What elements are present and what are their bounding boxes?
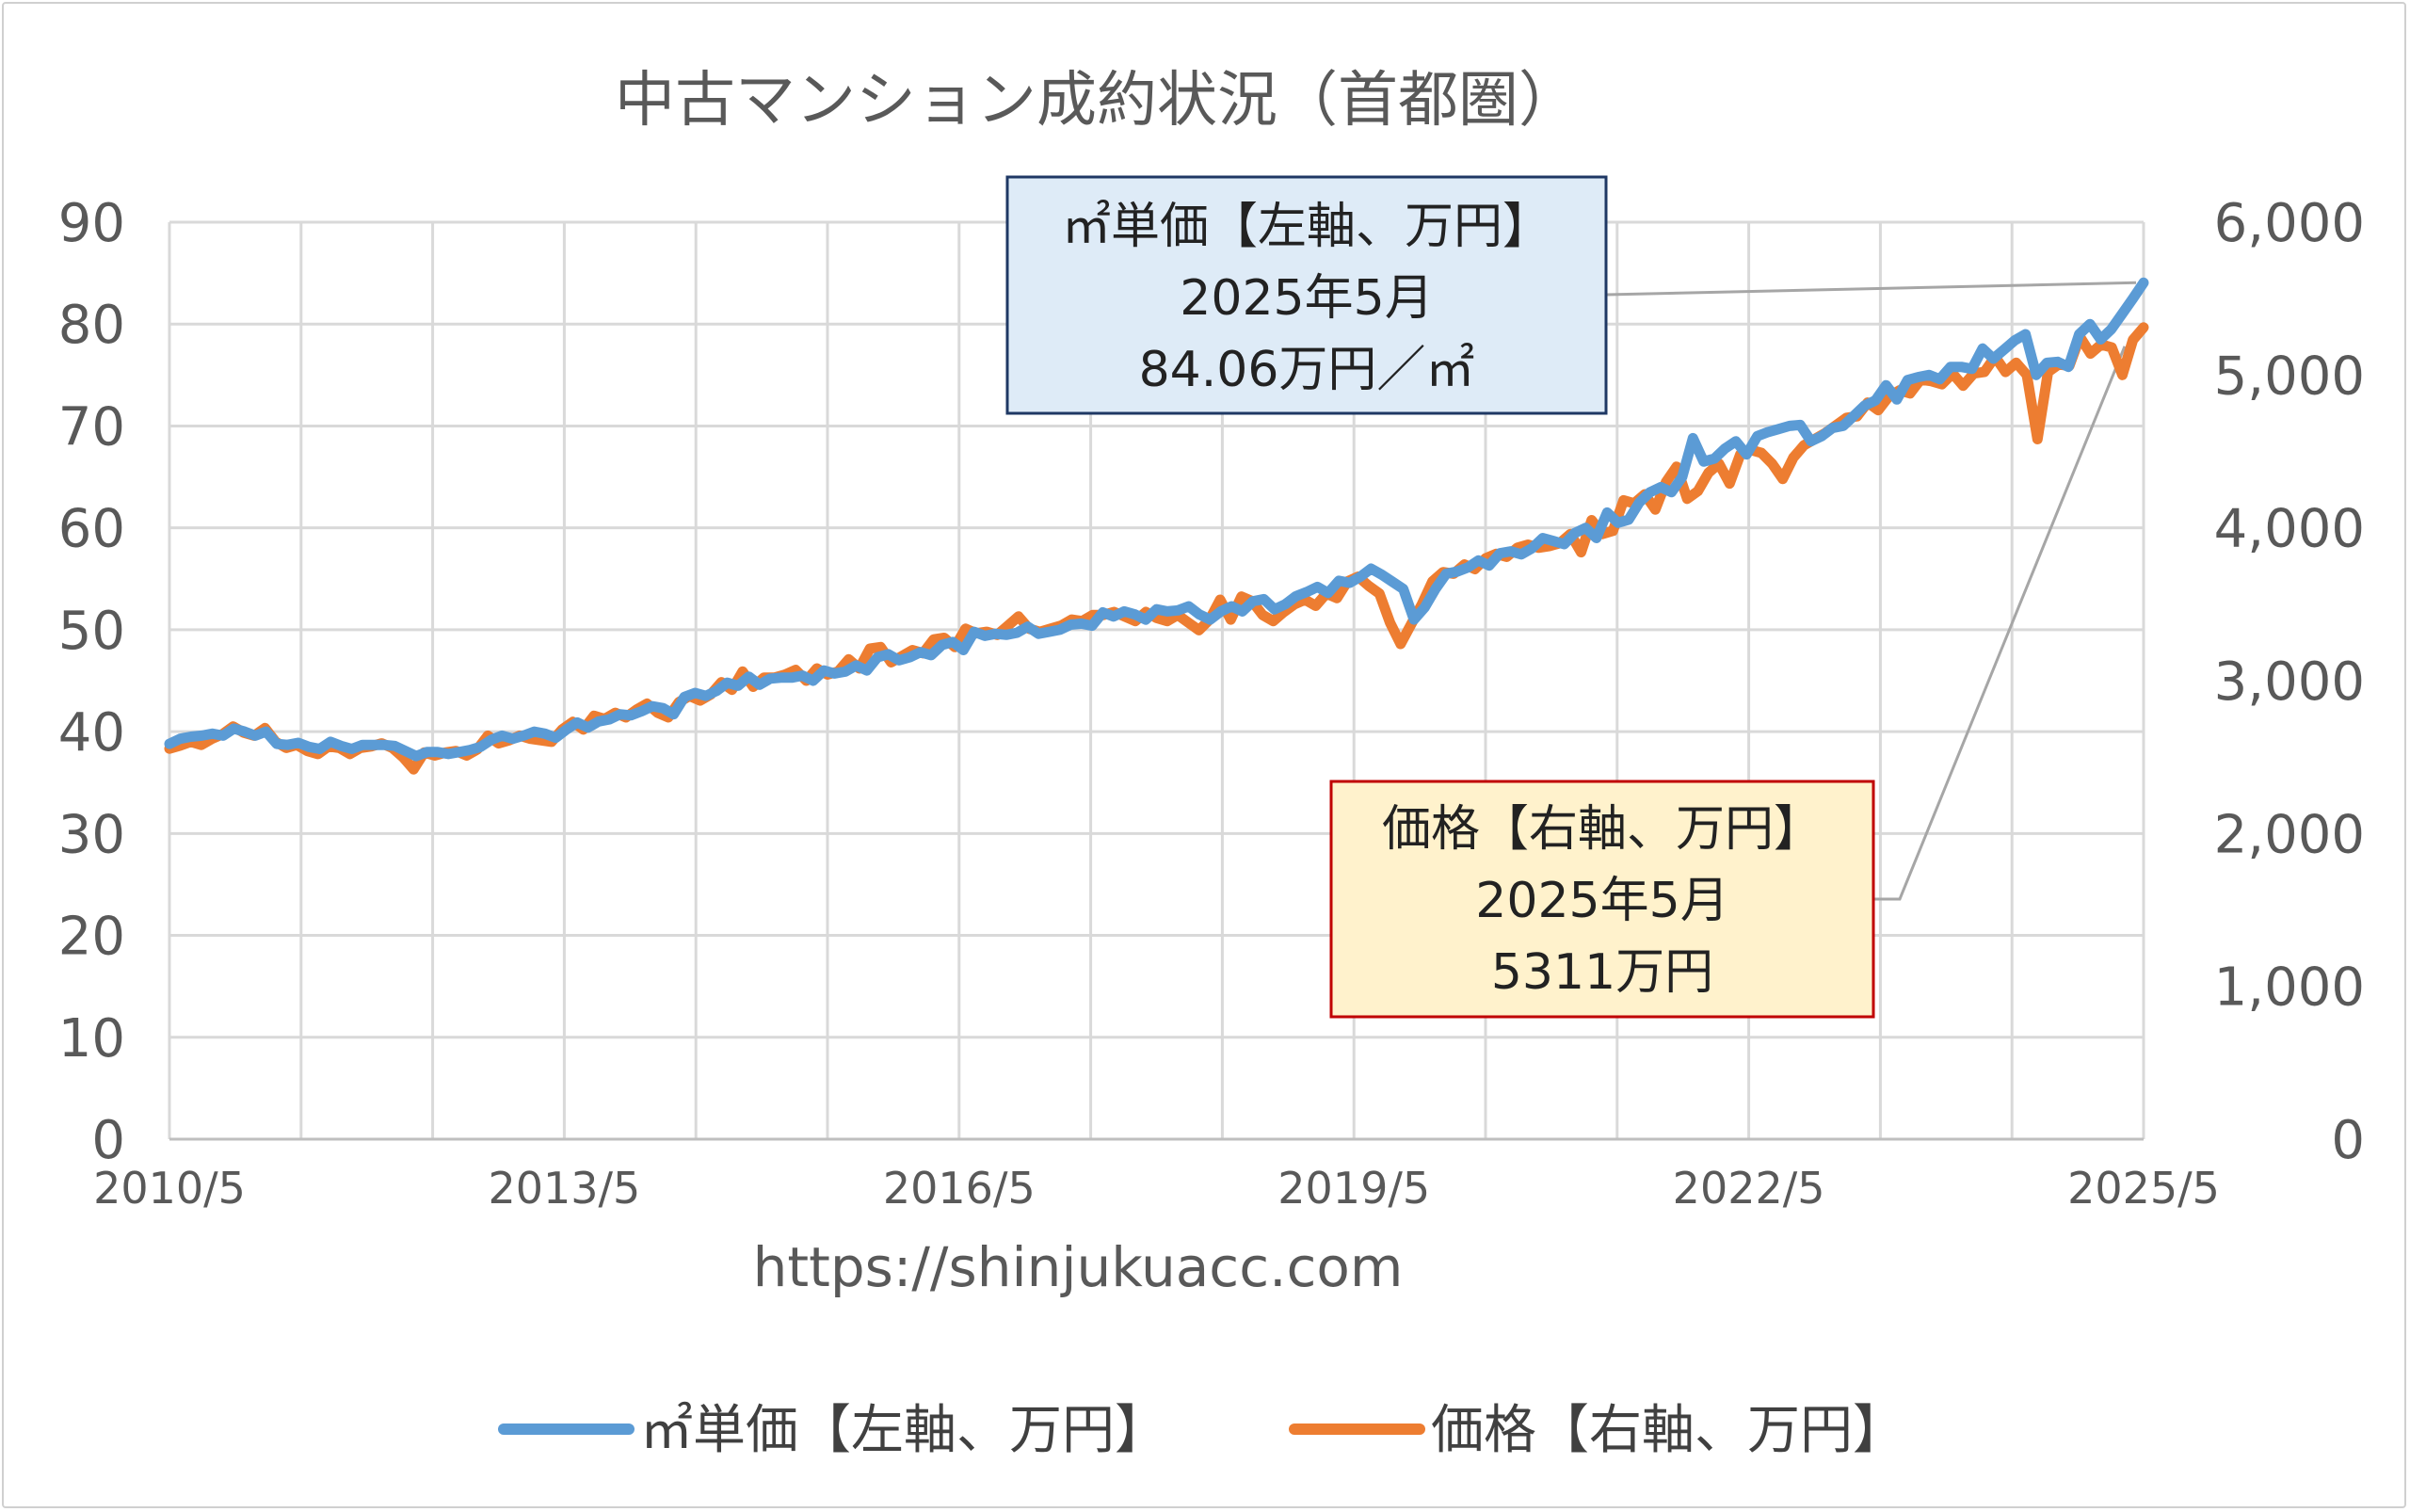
left-tick-label: 70: [58, 396, 125, 458]
series-line-sqm-price: [164, 277, 2149, 762]
callout-price-box: [1329, 780, 1875, 1019]
chart-title: 中古マンション成約状況（首都圏）: [615, 66, 1579, 136]
callout-sqm-price: ㎡単価【左軸、万円】 2025年5月 84.06万円／㎡: [1005, 175, 1608, 415]
legend: ㎡単価【左軸、万円】 価格【右軸、万円】: [498, 1400, 1905, 1461]
x-axis-ticks: 2010/5 2013/5 2016/5 2019/5 2022/5 2025/5: [93, 1163, 2220, 1214]
leader-sqm: [1605, 281, 2137, 297]
callout-price-line1: 価格【右軸、万円】: [1382, 801, 1823, 858]
right-axis-ticks: 0 1,000 2,000 3,000 4,000 5,000 6,000: [2214, 193, 2365, 1171]
callout-sqm-line3: 84.06万円／㎡: [1139, 342, 1475, 398]
legend-label-price: 価格【右軸、万円】: [1431, 1400, 1905, 1461]
left-tick-label: 40: [58, 702, 125, 764]
left-tick-label: 90: [58, 193, 125, 254]
x-tick-label: 2013/5: [488, 1163, 640, 1214]
left-tick-label: 80: [58, 295, 125, 356]
series-lines: [164, 277, 2149, 775]
left-tick-label: 50: [58, 601, 125, 662]
callout-price-line2: 2025年5月: [1475, 873, 1728, 929]
leader-price: [1873, 346, 2127, 901]
callout-price: 価格【右軸、万円】 2025年5月 5311万円: [1329, 780, 1875, 1019]
callout-sqm-line1: ㎡単価【左軸、万円】: [1062, 199, 1551, 255]
left-tick-label: 30: [58, 804, 125, 865]
callout-leaders: [1605, 281, 2137, 901]
left-axis-ticks: 0 10 20 30 40 50 60 70 80 90: [58, 193, 125, 1171]
right-tick-label: 3,000: [2214, 651, 2365, 713]
left-tick-label: 20: [58, 907, 125, 968]
callout-sqm-box: [1005, 175, 1608, 415]
right-tick-label: 1,000: [2214, 957, 2365, 1019]
right-tick-label: 4,000: [2214, 499, 2365, 560]
x-tick-label: 2019/5: [1277, 1163, 1430, 1214]
right-tick-label: 5,000: [2214, 346, 2365, 407]
source-url: https://shinjukuacc.com: [753, 1235, 1404, 1299]
x-tick-label: 2025/5: [2067, 1163, 2220, 1214]
right-tick-label: 2,000: [2214, 804, 2365, 865]
right-tick-label: 0: [2331, 1110, 2365, 1171]
left-tick-label: 60: [58, 499, 125, 560]
left-tick-label: 0: [91, 1110, 125, 1171]
callout-price-line3: 5311万円: [1491, 944, 1713, 1001]
x-tick-label: 2022/5: [1673, 1163, 1825, 1214]
left-tick-label: 10: [58, 1008, 125, 1070]
legend-label-sqm: ㎡単価【左軸、万円】: [640, 1400, 1167, 1461]
x-tick-label: 2016/5: [883, 1163, 1036, 1214]
callout-sqm-line2: 2025年5月: [1180, 270, 1433, 327]
x-tick-label: 2010/5: [93, 1163, 246, 1214]
right-tick-label: 6,000: [2214, 193, 2365, 254]
